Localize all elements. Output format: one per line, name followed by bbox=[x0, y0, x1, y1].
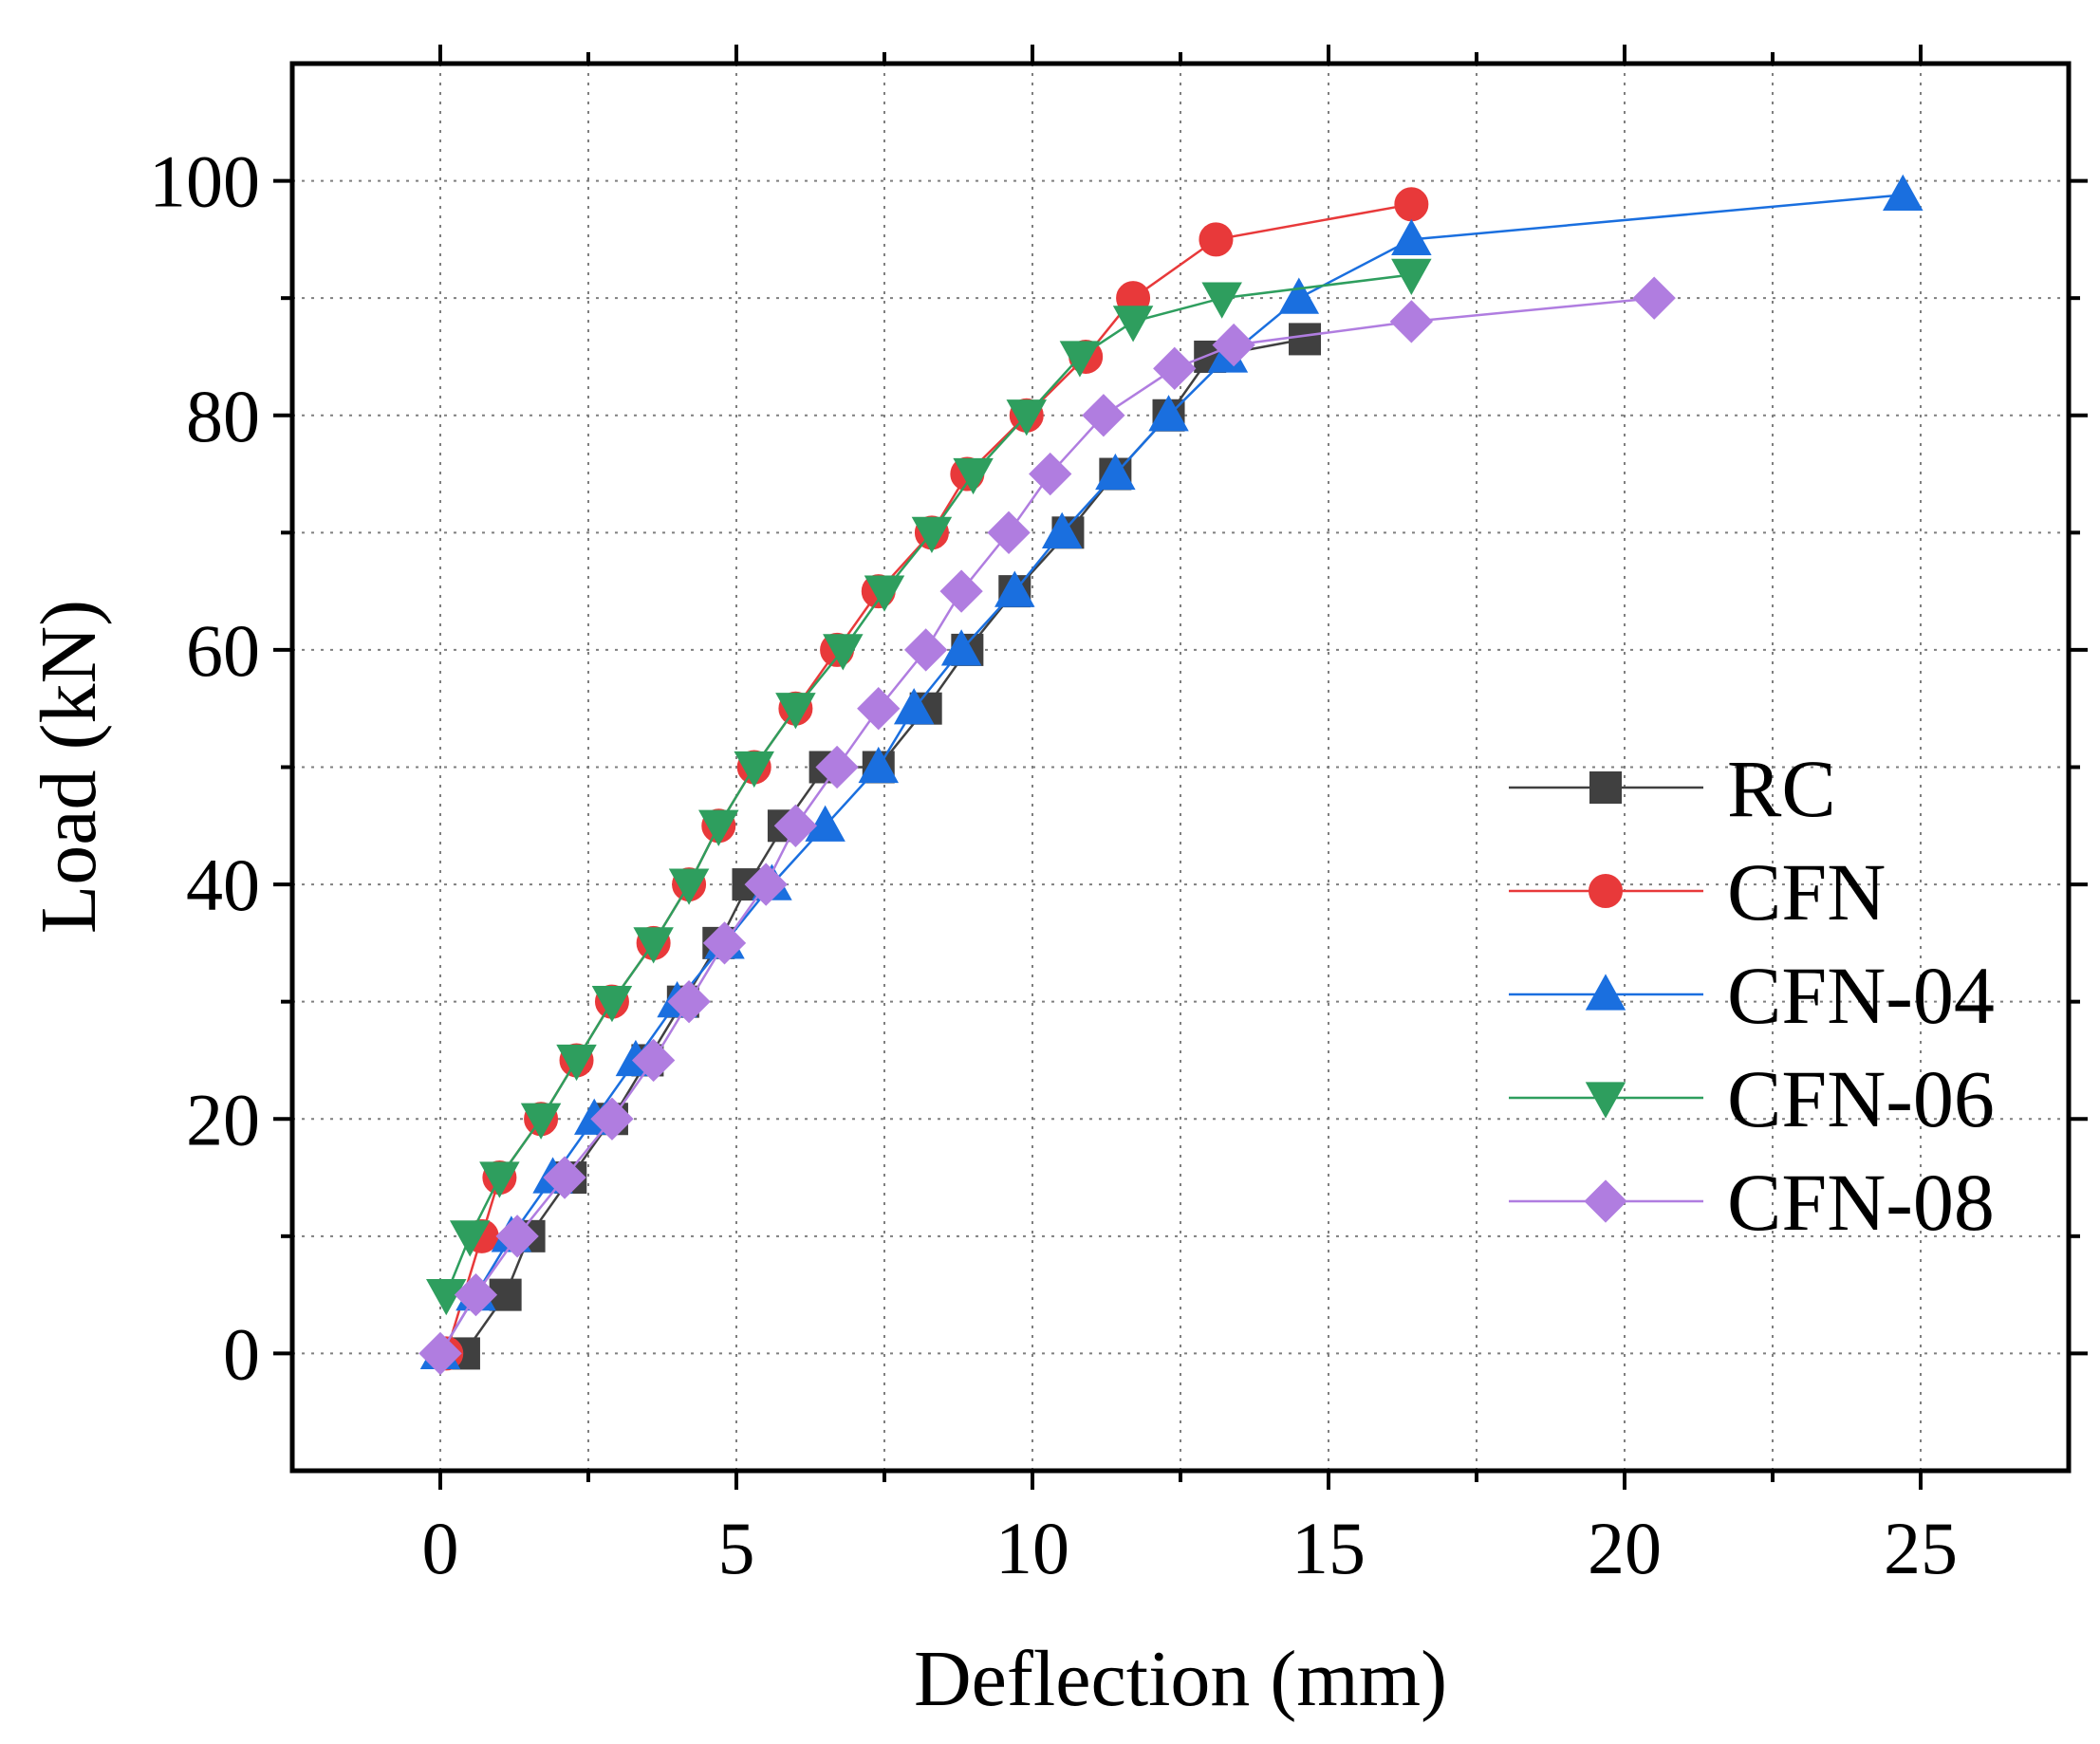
tick-labels: 0 5 10 15 20 25 0 20 40 60 80 100 bbox=[149, 140, 1958, 1589]
data-point-cfn-08 bbox=[702, 921, 747, 965]
axis-ticks bbox=[273, 45, 2088, 1490]
data-point-cfn-08 bbox=[590, 1097, 634, 1141]
legend-marker-cfn bbox=[1589, 874, 1623, 908]
data-point-cfn-06 bbox=[864, 575, 905, 612]
data-point-cfn-08 bbox=[1153, 346, 1197, 390]
x-tick-label: 15 bbox=[1292, 1507, 1366, 1589]
legend-marker-cfn-06 bbox=[1585, 1082, 1626, 1119]
data-point-cfn-04 bbox=[994, 570, 1035, 607]
data-point-cfn-08 bbox=[667, 980, 711, 1024]
data-point-cfn-06 bbox=[1006, 399, 1048, 436]
data-point-cfn-08 bbox=[987, 510, 1031, 554]
legend-marker-rc bbox=[1589, 771, 1622, 804]
data-point-cfn-08 bbox=[1389, 300, 1434, 343]
legend: RC CFN CFN-04 CFN-06 CFN-08 bbox=[1509, 743, 1995, 1248]
series-cfn-08 bbox=[418, 276, 1676, 1376]
data-point-cfn-08 bbox=[1082, 394, 1125, 437]
legend-item-cfn: CFN bbox=[1509, 846, 1886, 937]
data-point-rc bbox=[1289, 323, 1322, 356]
data-point-cfn-06 bbox=[591, 986, 633, 1023]
x-tick-label: 20 bbox=[1588, 1507, 1662, 1589]
data-point-rc bbox=[489, 1278, 522, 1311]
x-axis-title: Deflection (mm) bbox=[914, 1635, 1447, 1723]
y-tick-label: 80 bbox=[186, 375, 260, 457]
data-point-cfn-06 bbox=[668, 868, 710, 905]
data-point-cfn-06 bbox=[449, 1220, 491, 1257]
data-point-cfn-08 bbox=[1632, 276, 1676, 320]
data-point-cfn-08 bbox=[939, 569, 983, 613]
data-point-cfn-06 bbox=[1059, 341, 1101, 378]
data-point-cfn-06 bbox=[698, 809, 739, 846]
data-point-cfn-06 bbox=[1201, 282, 1242, 319]
data-point-cfn-04 bbox=[893, 688, 935, 725]
data-point-cfn-06 bbox=[425, 1278, 467, 1316]
y-tick-label: 20 bbox=[186, 1078, 260, 1160]
data-point-cfn-06 bbox=[556, 1044, 597, 1082]
data-point-cfn-06 bbox=[953, 457, 994, 495]
y-tick-label: 60 bbox=[186, 609, 260, 692]
data-point-cfn-06 bbox=[1391, 258, 1432, 296]
y-axis-title: Load (kN) bbox=[25, 600, 113, 934]
data-point-cfn-08 bbox=[495, 1215, 539, 1258]
legend-label: RC bbox=[1727, 743, 1836, 834]
data-point-cfn-08 bbox=[1029, 452, 1072, 496]
data-point-cfn-08 bbox=[1212, 323, 1255, 367]
data-point-cfn-08 bbox=[744, 863, 788, 906]
y-tick-label: 100 bbox=[149, 140, 260, 223]
series-layer bbox=[418, 174, 1923, 1376]
data-point-cfn-06 bbox=[775, 693, 816, 730]
legend-item-cfn-04: CFN-04 bbox=[1509, 950, 1995, 1041]
data-point-cfn-06 bbox=[633, 927, 674, 964]
data-point-cfn-08 bbox=[815, 745, 859, 789]
data-point-cfn-04 bbox=[940, 629, 982, 666]
grid bbox=[292, 64, 2069, 1471]
data-point-cfn-06 bbox=[911, 516, 953, 553]
data-point-cfn-04 bbox=[1148, 395, 1189, 432]
data-point-cfn bbox=[1199, 222, 1234, 257]
data-point-cfn-04 bbox=[1278, 277, 1320, 314]
legend-label: CFN bbox=[1727, 846, 1886, 937]
data-point-cfn-04 bbox=[1041, 511, 1083, 548]
legend-label: CFN-06 bbox=[1727, 1053, 1995, 1144]
data-point-cfn-08 bbox=[543, 1156, 586, 1199]
x-tick-label: 5 bbox=[718, 1507, 755, 1589]
data-point-cfn-06 bbox=[520, 1103, 562, 1140]
y-tick-label: 0 bbox=[223, 1312, 260, 1395]
data-point-cfn-08 bbox=[773, 804, 818, 847]
legend-item-cfn-06: CFN-06 bbox=[1509, 1053, 1995, 1144]
data-point-cfn-08 bbox=[631, 1038, 676, 1083]
legend-label: CFN-04 bbox=[1727, 950, 1995, 1041]
data-point-cfn-04 bbox=[1883, 174, 1923, 212]
x-tick-label: 0 bbox=[422, 1507, 459, 1589]
x-tick-label: 10 bbox=[995, 1507, 1069, 1589]
data-point-cfn-04 bbox=[805, 805, 846, 842]
data-point-cfn-06 bbox=[479, 1161, 520, 1198]
x-tick-label: 25 bbox=[1884, 1507, 1958, 1589]
legend-marker-cfn-08 bbox=[1584, 1179, 1627, 1223]
data-point-cfn-08 bbox=[857, 687, 901, 731]
legend-item-rc: RC bbox=[1509, 743, 1836, 834]
legend-label: CFN-08 bbox=[1727, 1157, 1995, 1248]
legend-marker-cfn-04 bbox=[1585, 974, 1626, 1011]
data-point-cfn-08 bbox=[418, 1331, 462, 1376]
y-tick-label: 40 bbox=[186, 844, 260, 926]
data-point-cfn-06 bbox=[823, 634, 864, 671]
data-point-cfn-06 bbox=[1112, 306, 1154, 343]
data-point-cfn-08 bbox=[454, 1272, 498, 1317]
data-point-cfn-04 bbox=[1095, 453, 1136, 491]
data-point-cfn-04 bbox=[858, 746, 900, 784]
data-point-cfn-04 bbox=[1391, 218, 1432, 256]
data-point-cfn-06 bbox=[734, 751, 774, 789]
legend-item-cfn-08: CFN-08 bbox=[1509, 1157, 1995, 1248]
data-point-cfn-08 bbox=[904, 628, 948, 672]
data-point-cfn bbox=[1394, 187, 1429, 222]
series-cfn-06 bbox=[425, 258, 1432, 1316]
